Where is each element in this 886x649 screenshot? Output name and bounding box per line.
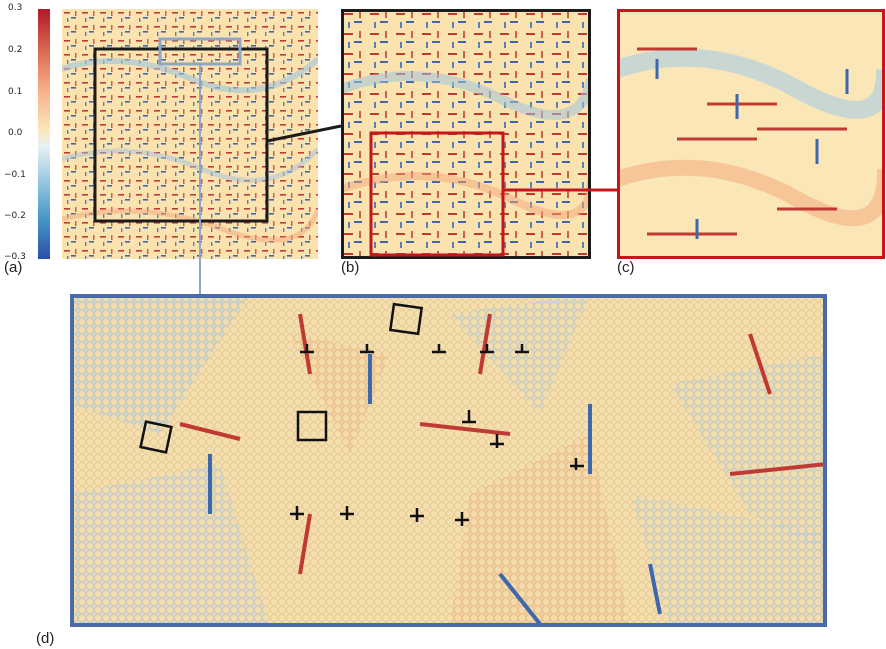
colorbar-tick: −0.2 <box>4 211 26 221</box>
panel-c-label: (c) <box>617 259 635 276</box>
colorbar-tick: −0.3 <box>4 252 26 262</box>
zoom-box-b-red <box>369 131 505 257</box>
panel-b-label: (b) <box>341 259 360 276</box>
colorbar-tick: 0.1 <box>8 87 23 97</box>
panel-d-image <box>70 294 827 627</box>
colorbar-tick: 0.2 <box>8 45 23 55</box>
colorbar-tick: −0.1 <box>4 170 26 180</box>
panel-a-label: (a) <box>4 259 23 276</box>
panel-b-image <box>341 9 591 259</box>
panel-c-image <box>617 9 885 259</box>
panel-d-label: (d) <box>36 630 55 647</box>
colorbar-tick: 0.0 <box>8 128 23 138</box>
zoom-box-a-black <box>93 47 269 223</box>
connector-a-to-b <box>266 124 342 143</box>
colorbar <box>38 9 50 259</box>
colorbar-tick: 0.3 <box>8 3 23 13</box>
